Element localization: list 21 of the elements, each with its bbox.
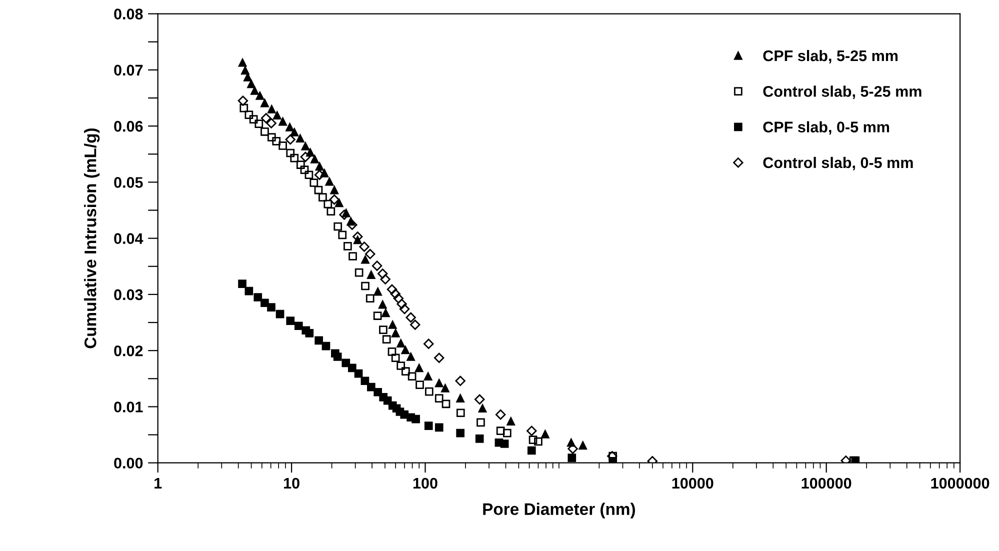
legend-label: Control slab, 0-5 mm (763, 156, 913, 170)
x-tick-label: 10 (284, 478, 300, 489)
x-axis-title: Pore Diameter (nm) (483, 502, 635, 518)
legend-label: CPF slab, 5-25 mm (763, 50, 898, 64)
y-tick-label: 0.06 (114, 120, 143, 132)
y-tick-label: 0.01 (114, 402, 143, 412)
x-tick-label: 1000000 (931, 478, 990, 489)
y-tick-label: 0.07 (114, 64, 143, 76)
y-tick-label: 0.08 (114, 8, 143, 20)
y-tick-label: 0.03 (114, 289, 143, 300)
y-tick-label: 0.00 (114, 458, 143, 469)
x-tick-label: 10000 (672, 478, 714, 489)
x-tick-label: 100 (413, 478, 438, 489)
x-tick-label: 1 (154, 478, 162, 488)
x-tick-label: 100000 (802, 478, 852, 489)
legend-label: Control slab, 5-25 mm (763, 86, 922, 100)
y-axis-title: Cumulative Intrusion (mL/g) (84, 128, 100, 348)
y-tick-label: 0.02 (114, 345, 143, 356)
legend-label: CPF slab, 0-5 mm (763, 121, 890, 135)
y-tick-label: 0.04 (114, 233, 144, 244)
y-tick-label: 0.05 (114, 177, 143, 188)
